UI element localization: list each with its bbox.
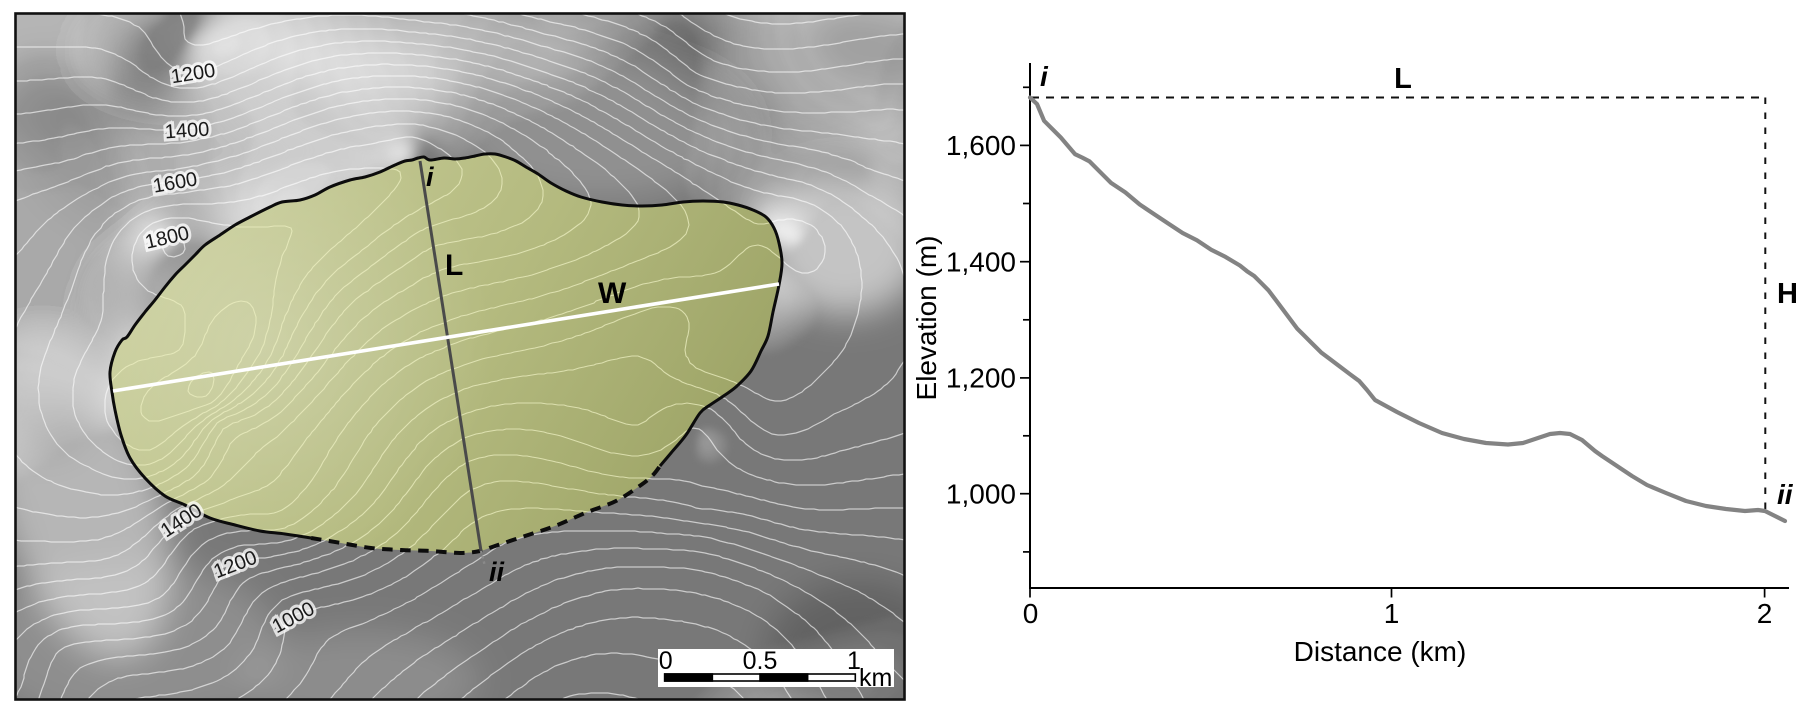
svg-text:1,600: 1,600: [946, 130, 1016, 161]
svg-text:L: L: [445, 249, 463, 282]
svg-text:Elevation (m): Elevation (m): [911, 236, 942, 401]
svg-text:1,400: 1,400: [946, 246, 1016, 277]
svg-text:0.5: 0.5: [743, 647, 778, 675]
svg-text:1,200: 1,200: [946, 363, 1016, 394]
svg-text:Distance (km): Distance (km): [1294, 636, 1467, 667]
svg-text:2: 2: [1757, 598, 1773, 629]
svg-text:H: H: [1777, 278, 1798, 310]
svg-text:i: i: [1040, 61, 1049, 92]
svg-text:1: 1: [1384, 598, 1400, 629]
svg-text:1400: 1400: [164, 118, 210, 143]
svg-text:L: L: [1394, 63, 1412, 95]
svg-text:1: 1: [847, 647, 861, 675]
svg-text:W: W: [598, 277, 627, 310]
svg-text:ii: ii: [489, 557, 505, 587]
svg-text:ii: ii: [1777, 479, 1794, 510]
svg-text:0: 0: [1023, 598, 1039, 629]
svg-text:0: 0: [659, 647, 673, 675]
svg-text:i: i: [426, 162, 434, 192]
svg-text:1,000: 1,000: [946, 478, 1016, 509]
svg-text:km: km: [859, 664, 892, 692]
